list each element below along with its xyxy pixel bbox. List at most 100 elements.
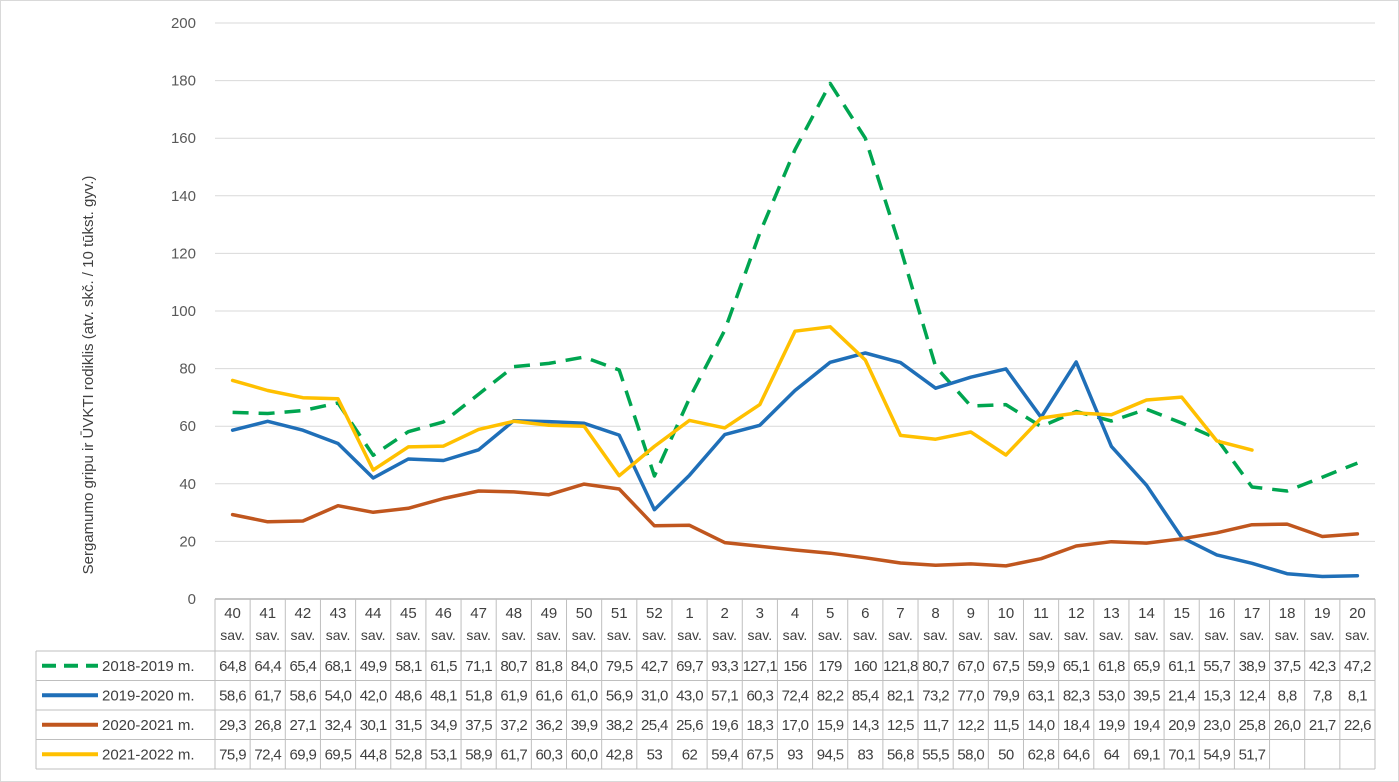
data-label: 12,5 xyxy=(887,717,914,734)
data-label: 72,4 xyxy=(782,687,809,704)
x-tick-label: 4 xyxy=(791,605,799,622)
data-label: 68,1 xyxy=(325,658,352,675)
data-label: 31,5 xyxy=(395,717,422,734)
data-label: 64 xyxy=(1104,746,1120,763)
data-label: 127,1 xyxy=(743,658,778,675)
y-tick-label: 200 xyxy=(171,15,196,32)
data-label: 20,9 xyxy=(1168,717,1195,734)
x-tick-suffix: sav. xyxy=(642,627,667,643)
data-label: 43,0 xyxy=(676,687,703,704)
data-label: 53 xyxy=(647,746,663,763)
data-label: 19,9 xyxy=(1098,717,1125,734)
data-label: 62,8 xyxy=(1028,746,1055,763)
data-label: 8,1 xyxy=(1348,687,1367,704)
x-tick-label: 14 xyxy=(1138,605,1155,622)
legend-label: 2021-2022 m. xyxy=(102,746,195,763)
legend-label: 2019-2020 m. xyxy=(102,687,195,704)
x-tick-suffix: sav. xyxy=(1029,627,1054,643)
x-tick-suffix: sav. xyxy=(958,627,983,643)
x-tick-label: 5 xyxy=(826,605,834,622)
x-tick-label: 43 xyxy=(330,605,347,622)
data-label: 60,3 xyxy=(536,746,563,763)
data-label: 25,8 xyxy=(1239,717,1266,734)
data-label: 17,0 xyxy=(782,717,809,734)
x-tick-suffix: sav. xyxy=(1134,627,1159,643)
data-label: 15,9 xyxy=(817,717,844,734)
x-tick-suffix: sav. xyxy=(783,627,808,643)
x-tick-label: 17 xyxy=(1244,605,1261,622)
y-tick-label: 0 xyxy=(188,591,196,608)
data-label: 37,5 xyxy=(465,717,492,734)
x-tick-label: 47 xyxy=(470,605,487,622)
data-label: 14,3 xyxy=(852,717,879,734)
x-tick-suffix: sav. xyxy=(1099,627,1124,643)
x-tick-suffix: sav. xyxy=(1310,627,1335,643)
data-label: 65,1 xyxy=(1063,658,1090,675)
x-tick-label: 16 xyxy=(1208,605,1225,622)
data-label: 58,1 xyxy=(395,658,422,675)
series-line-3 xyxy=(230,482,1360,568)
x-tick-suffix: sav. xyxy=(677,627,702,643)
series-lines xyxy=(230,81,1360,579)
data-label: 15,3 xyxy=(1203,687,1230,704)
data-label: 30,1 xyxy=(360,717,387,734)
x-tick-label: 11 xyxy=(1033,605,1049,622)
data-label: 32,4 xyxy=(325,717,352,734)
data-label: 29,3 xyxy=(219,717,246,734)
x-tick-suffix: sav. xyxy=(326,627,351,643)
data-label: 59,9 xyxy=(1028,658,1055,675)
data-label: 22,6 xyxy=(1344,717,1371,734)
data-label: 19,4 xyxy=(1133,717,1160,734)
x-tick-suffix: sav. xyxy=(361,627,386,643)
data-label: 57,1 xyxy=(711,687,738,704)
x-tick-suffix: sav. xyxy=(923,627,948,643)
y-tick-label: 40 xyxy=(179,476,196,493)
data-label: 26,8 xyxy=(254,717,281,734)
data-label: 84,0 xyxy=(571,658,598,675)
x-tick-suffix: sav. xyxy=(537,627,562,643)
series-line-2 xyxy=(230,351,1360,579)
data-label: 56,9 xyxy=(606,687,633,704)
data-label: 38,9 xyxy=(1239,658,1266,675)
x-tick-label: 48 xyxy=(505,605,522,622)
x-tick-suffix: sav. xyxy=(255,627,280,643)
x-tick-label: 45 xyxy=(400,605,417,622)
data-label: 21,4 xyxy=(1168,687,1195,704)
data-label: 79,9 xyxy=(993,687,1020,704)
data-label: 59,4 xyxy=(711,746,738,763)
x-tick-label: 49 xyxy=(541,605,558,622)
data-label: 69,7 xyxy=(676,658,703,675)
x-tick-suffix: sav. xyxy=(888,627,913,643)
x-tick-label: 46 xyxy=(435,605,452,622)
data-label: 156 xyxy=(783,658,806,675)
x-tick-label: 50 xyxy=(576,605,593,622)
data-label: 42,3 xyxy=(1309,658,1336,675)
data-label: 61,7 xyxy=(500,746,527,763)
x-tick-label: 12 xyxy=(1068,605,1085,622)
y-tick-label: 160 xyxy=(171,130,196,147)
data-label: 160 xyxy=(854,658,877,675)
data-label: 80,7 xyxy=(922,658,949,675)
x-tick-suffix: sav. xyxy=(291,627,316,643)
x-tick-label: 41 xyxy=(259,605,276,622)
series-line-4 xyxy=(230,325,1254,478)
x-tick-suffix: sav. xyxy=(1204,627,1229,643)
data-label: 85,4 xyxy=(852,687,879,704)
data-label: 14,0 xyxy=(1028,717,1055,734)
x-tick-suffix: sav. xyxy=(1240,627,1265,643)
data-label: 55,7 xyxy=(1203,658,1230,675)
data-label: 11,5 xyxy=(993,717,1019,734)
data-label: 72,4 xyxy=(254,746,281,763)
y-tick-label: 80 xyxy=(179,361,196,378)
data-label: 51,8 xyxy=(465,687,492,704)
x-tick-suffix: sav. xyxy=(466,627,491,643)
data-label: 26,0 xyxy=(1274,717,1301,734)
x-tick-suffix: sav. xyxy=(220,627,245,643)
data-label: 60,0 xyxy=(571,746,598,763)
x-tick-label: 7 xyxy=(896,605,904,622)
x-tick-label: 51 xyxy=(611,605,628,622)
data-label: 75,9 xyxy=(219,746,246,763)
data-label: 37,2 xyxy=(500,717,527,734)
x-tick-label: 1 xyxy=(685,605,693,622)
